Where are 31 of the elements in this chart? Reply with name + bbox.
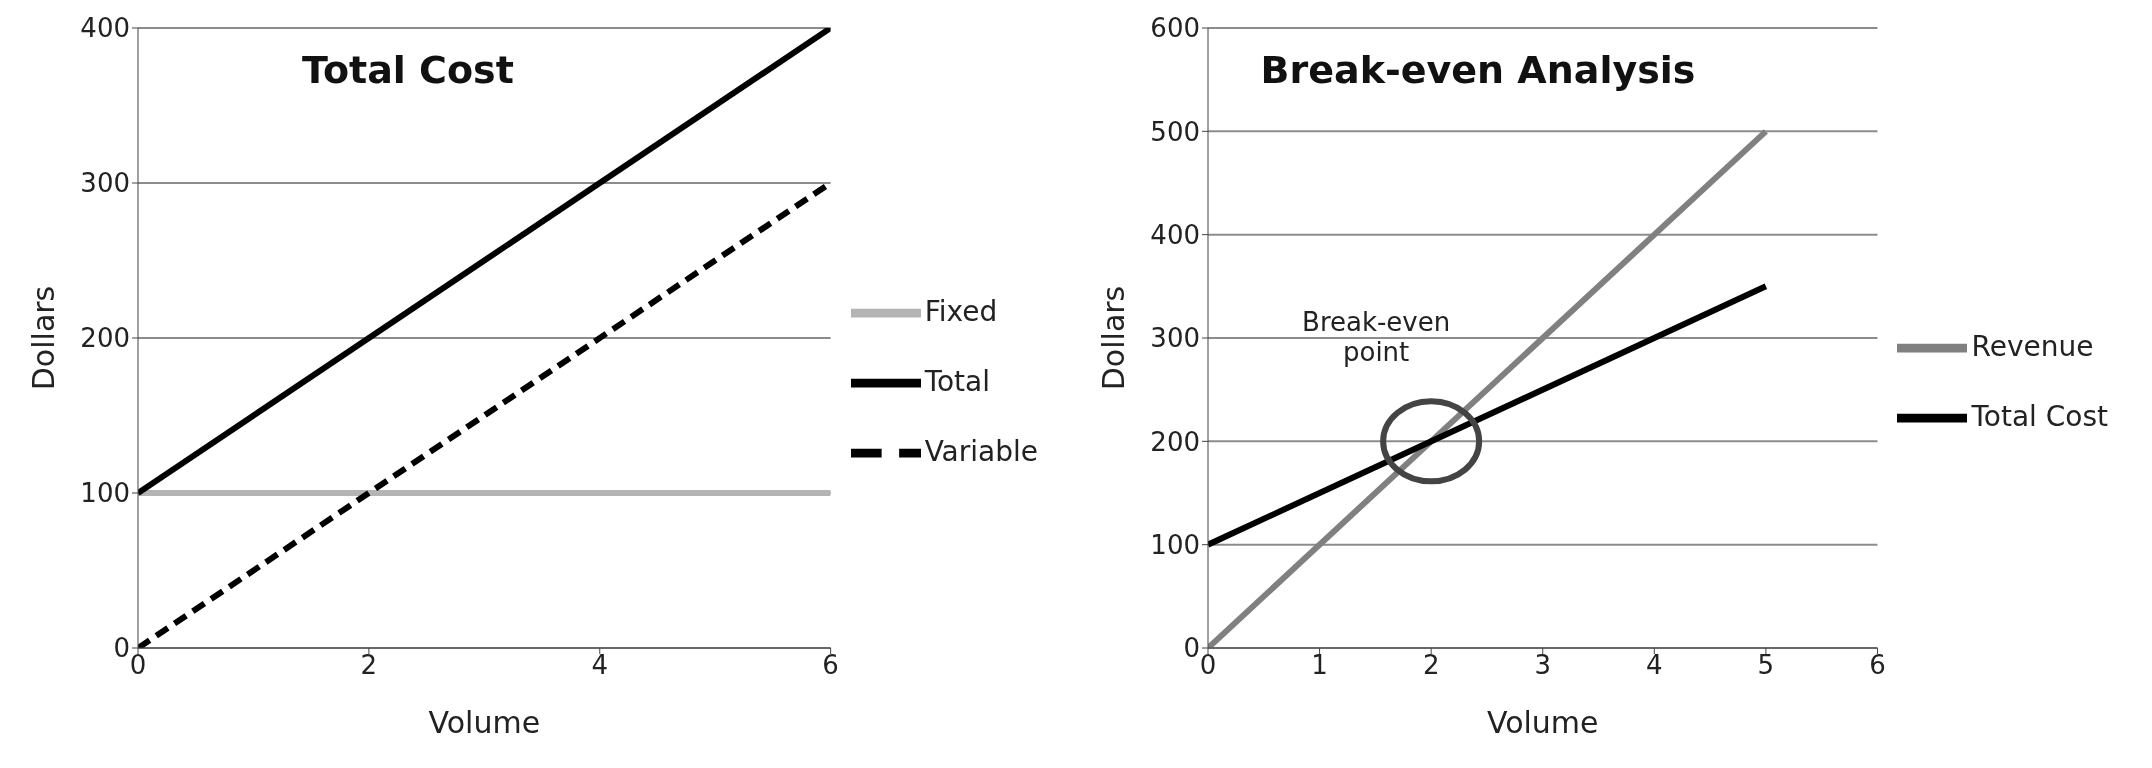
y-tick-label: 100 xyxy=(1150,529,1200,560)
legend-label: Total Cost xyxy=(1971,400,2108,433)
legend-label: Fixed xyxy=(924,295,998,328)
x-tick-label: 4 xyxy=(591,650,609,681)
legend-label: Variable xyxy=(924,435,1038,468)
y-tick-label: 600 xyxy=(1150,13,1200,44)
x-tick-label: 6 xyxy=(822,650,839,681)
y-tick-label: 400 xyxy=(1150,219,1200,250)
text: Break-even Analysis xyxy=(1259,48,1697,92)
text: Total Cost xyxy=(301,48,515,92)
y-tick-label: 400 xyxy=(80,13,130,44)
x-tick-label: 6 xyxy=(1869,650,1886,681)
y-tick-label: 300 xyxy=(80,168,130,199)
y-tick-label: 300 xyxy=(1150,323,1200,354)
x-axis-title: Volume xyxy=(428,705,541,740)
x-tick-label: 2 xyxy=(360,650,378,681)
y-tick-label: 200 xyxy=(1150,426,1200,457)
legend-label: Total xyxy=(924,365,991,398)
y-tick-label: 200 xyxy=(80,323,130,354)
x-tick-label: 5 xyxy=(1757,650,1775,681)
y-axis-title: Dollars xyxy=(25,285,61,391)
x-tick-label: 3 xyxy=(1534,650,1551,681)
y-axis-title: Dollars xyxy=(1095,285,1131,391)
annotation: Break-even point xyxy=(1302,307,1451,368)
y-tick-label: 100 xyxy=(80,478,130,509)
legend-label: Revenue xyxy=(1971,330,2094,363)
x-tick-label: 1 xyxy=(1311,650,1328,681)
x-axis-title: Volume xyxy=(1486,705,1599,740)
x-tick-label: 4 xyxy=(1646,650,1663,681)
x-tick-label: 2 xyxy=(1422,650,1440,681)
y-tick-label: 500 xyxy=(1150,116,1200,147)
